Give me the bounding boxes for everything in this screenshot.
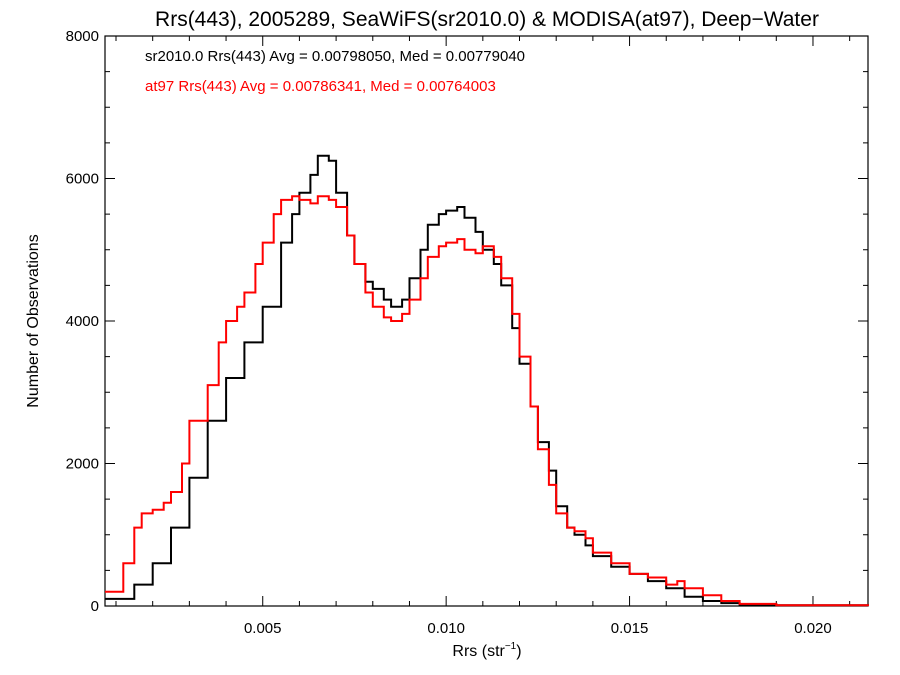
x-tick-label: 0.010 — [427, 620, 465, 637]
legend-entry-sr2010: sr2010.0 Rrs(443) Avg = 0.00798050, Med … — [145, 48, 525, 65]
y-tick-label: 6000 — [66, 171, 99, 188]
y-tick-label: 4000 — [66, 313, 99, 330]
x-axis: 0.005 0.010 0.015 0.020 — [115, 36, 851, 637]
x-axis-label-close: ) — [516, 643, 521, 660]
series-line-sr2010 — [105, 154, 869, 607]
y-tick-label: 0 — [91, 598, 99, 615]
x-axis-label-exponent: −1 — [505, 641, 517, 652]
plot-frame — [104, 35, 869, 607]
legend-entry-at97: at97 Rrs(443) Avg = 0.00786341, Med = 0.… — [145, 78, 496, 95]
x-tick-label: 0.015 — [611, 620, 649, 637]
y-axis: 0 2000 4000 6000 8000 — [66, 28, 868, 615]
x-axis-label-main: Rrs (str — [452, 643, 505, 660]
x-tick-label: 0.020 — [794, 620, 832, 637]
y-tick-label: 2000 — [66, 456, 99, 473]
series-line-at97 — [105, 195, 869, 607]
series-group — [105, 154, 869, 607]
x-tick-label: 0.005 — [244, 620, 282, 637]
chart-title: Rrs(443), 2005289, SeaWiFS(sr2010.0) & M… — [155, 8, 819, 31]
y-axis-label: Number of Observations — [25, 234, 42, 407]
y-tick-label: 8000 — [66, 28, 99, 45]
x-axis-label: Rrs (str−1) — [452, 641, 521, 660]
